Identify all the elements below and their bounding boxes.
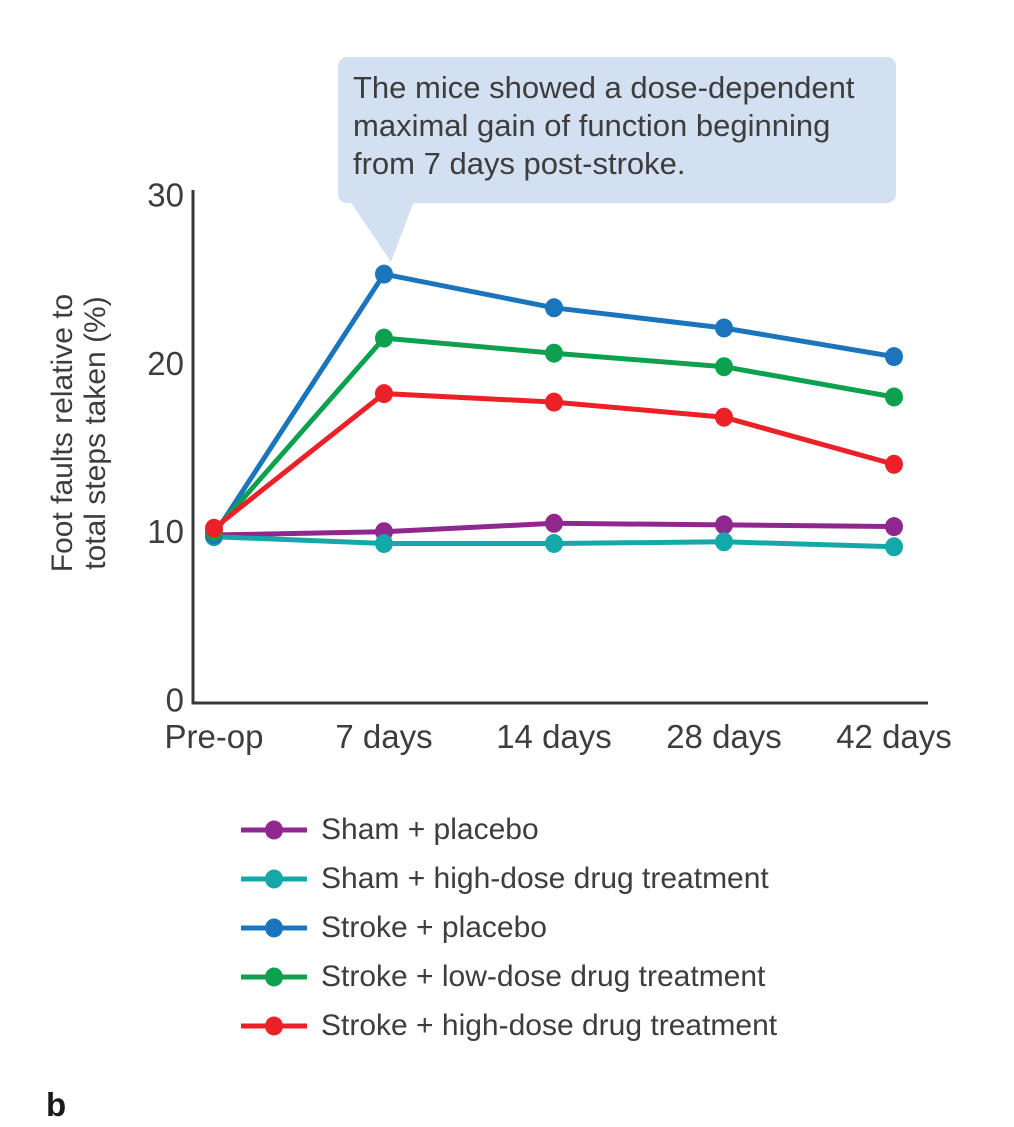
callout-text: The mice showed a dose-dependent maximal…: [353, 70, 855, 181]
data-point: [715, 532, 733, 552]
data-point: [375, 264, 393, 284]
x-tick-label: 7 days: [335, 718, 432, 755]
data-point: [715, 407, 733, 427]
data-point: [715, 318, 733, 338]
y-tick-label: 20: [147, 345, 184, 382]
legend: Sham + placebo Sham + high-dose drug trea…: [240, 813, 777, 1042]
data-point: [545, 392, 563, 412]
legend-label: Stroke + low-dose drug treatment: [321, 960, 766, 993]
data-point: [375, 534, 393, 553]
y-tick-label: 30: [147, 177, 184, 214]
data-point: [375, 328, 393, 348]
y-tick-label: 0: [166, 682, 184, 719]
line-chart: 0 10 20 30 Pre-op 7 days 14 days 28 days 42 days…: [46, 177, 952, 756]
x-tick-label: Pre-op: [164, 718, 263, 755]
data-point: [885, 387, 903, 407]
data-point: [545, 343, 563, 363]
data-point: [375, 384, 393, 404]
legend-item: Stroke + high-dose drug treatment: [240, 1009, 777, 1042]
data-point: [885, 454, 903, 474]
y-axis-label: total steps taken (%): [79, 296, 112, 569]
data-point: [205, 518, 223, 538]
legend-item: Stroke + low-dose drug treatment: [240, 960, 777, 993]
legend-item: Sham + high-dose drug treatment: [240, 862, 777, 895]
callout-bubble: The mice showed a dose-dependent maximal…: [338, 57, 896, 203]
data-point: [715, 357, 733, 377]
legend-label: Stroke + placebo: [321, 911, 547, 944]
legend-label: Sham + high-dose drug treatment: [321, 862, 769, 895]
legend-marker-icon: [241, 820, 307, 840]
x-tick-label: 42 days: [836, 718, 952, 755]
data-point: [885, 347, 903, 367]
data-point: [885, 517, 903, 537]
legend-marker-icon: [241, 1016, 307, 1036]
y-tick-label: 10: [147, 513, 184, 550]
data-point: [885, 537, 903, 557]
x-tick-label: 28 days: [666, 718, 782, 755]
legend-marker-icon: [241, 967, 307, 987]
figure-label: b: [46, 1086, 67, 1123]
legend-marker-icon: [241, 918, 307, 938]
y-axis-label: Foot faults relative to: [46, 294, 79, 572]
callout-tail: [350, 201, 414, 262]
x-tick-label: 14 days: [496, 718, 612, 755]
legend-item: Stroke + placebo: [240, 911, 777, 944]
legend-label: Sham + placebo: [321, 813, 539, 846]
legend-marker-icon: [241, 869, 307, 889]
data-point: [545, 513, 563, 533]
data-point: [545, 534, 563, 553]
data-point: [545, 298, 563, 318]
data-point: [715, 515, 733, 535]
legend-item: Sham + placebo: [240, 813, 777, 846]
legend-label: Stroke + high-dose drug treatment: [321, 1009, 778, 1042]
